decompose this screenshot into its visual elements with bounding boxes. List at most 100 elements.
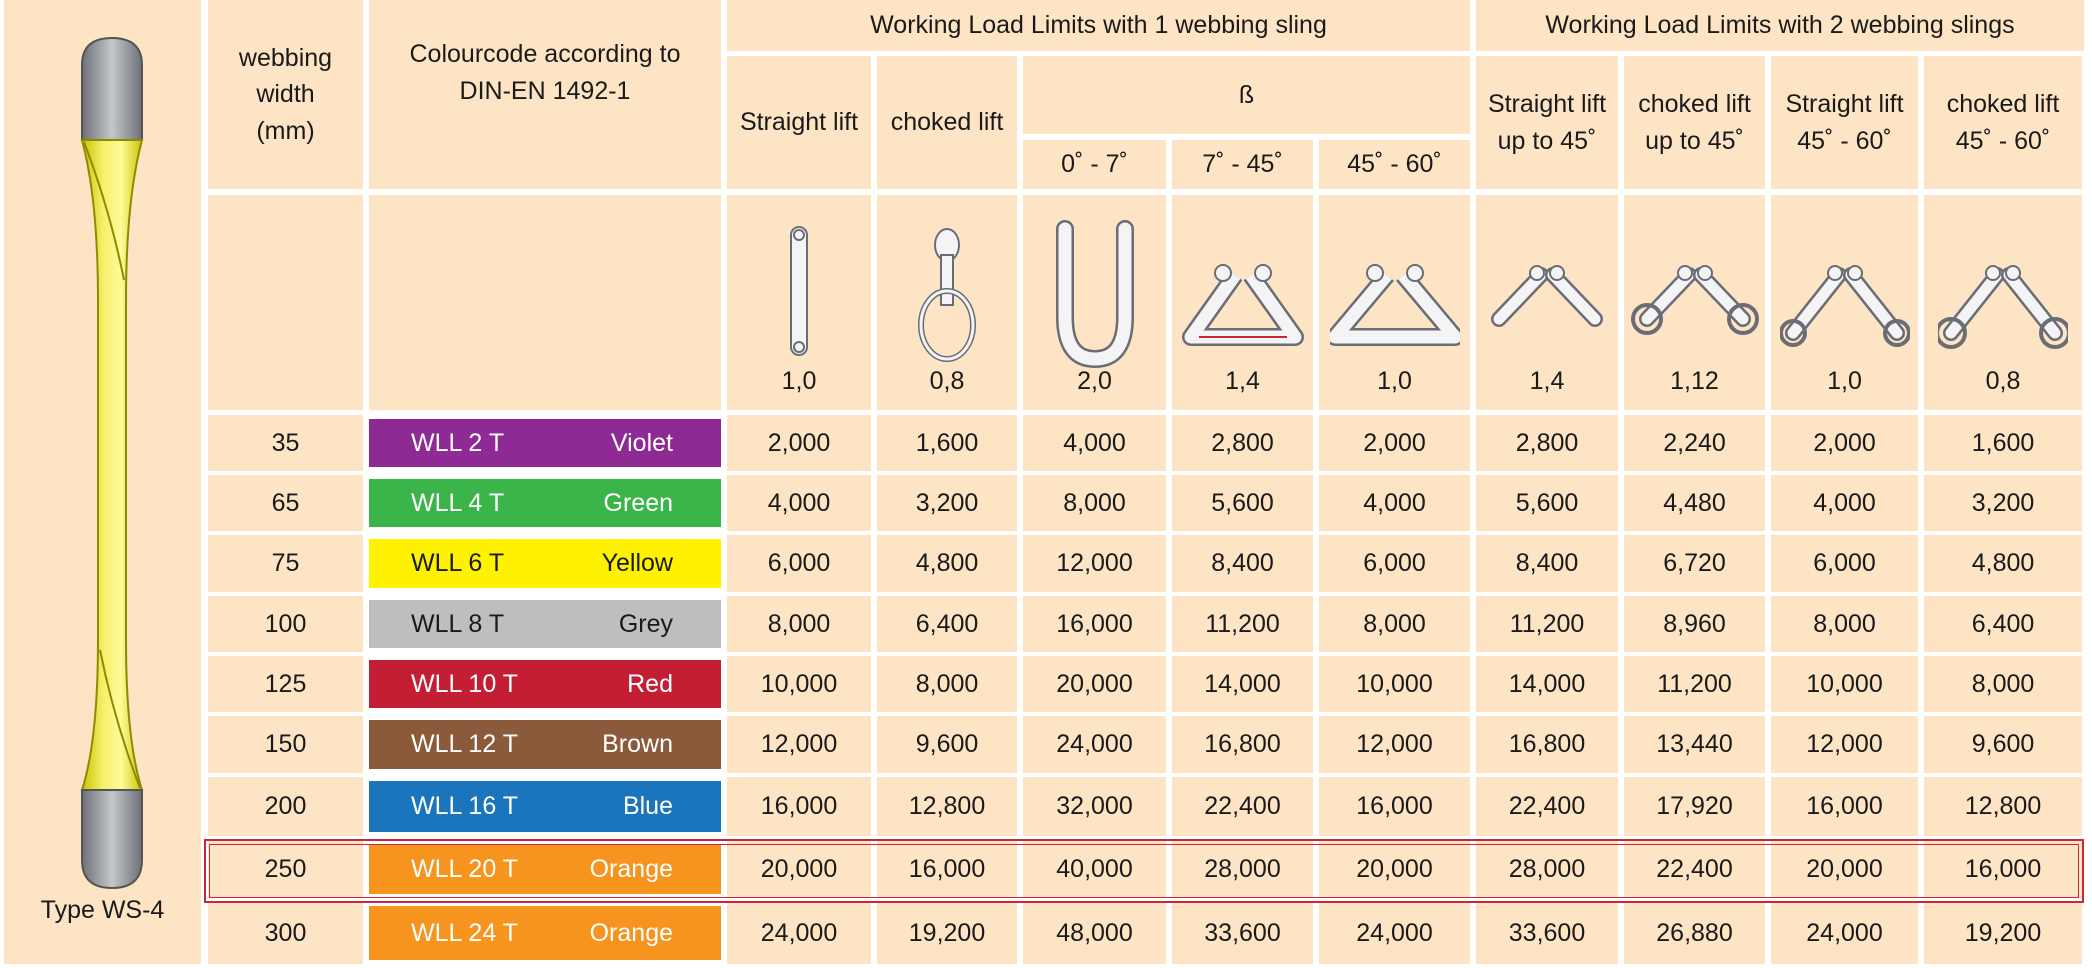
wll-value: 40,000 (1023, 840, 1166, 898)
load-factor: 1,12 (1670, 367, 1719, 395)
illustration-blank-colour (369, 195, 721, 410)
wll-value: 10,000 (727, 656, 871, 712)
colour-swatch: WLL 12 T Brown (369, 720, 721, 769)
straight-lift-diagram (790, 226, 808, 356)
wll-value: 5,600 (1476, 475, 1618, 531)
header-choked-lift-text: choked lift (890, 108, 1004, 137)
two-straight-45-60-diagram (1779, 265, 1910, 347)
two-choked-up-45-diagram (1630, 265, 1759, 335)
row-width: 35 (208, 415, 363, 471)
wll-value: 26,880 (1624, 902, 1765, 964)
colour-name: Orange (589, 918, 673, 947)
wll-value: 16,000 (1023, 596, 1166, 652)
wll-label: WLL 6 T (411, 549, 505, 577)
wll-value: 9,600 (1924, 716, 2082, 773)
colour-name: Green (603, 488, 673, 517)
wll-value: 16,000 (727, 777, 871, 836)
wll-value: 1,600 (877, 415, 1017, 471)
wll-value: 14,000 (1172, 656, 1313, 712)
wll-value: 12,800 (1924, 777, 2082, 836)
load-factor: 1,0 (1377, 367, 1412, 395)
header-choked-up-45-text: choked lift up to 45˚ (1638, 90, 1751, 155)
wll-value: 12,800 (877, 777, 1017, 836)
wll-value: 8,960 (1624, 596, 1765, 652)
header-angle-45-60: 45˚ - 60˚ (1319, 140, 1470, 189)
wll-value: 6,720 (1624, 535, 1765, 592)
header-straight-up-45-text: Straight lift up to 45˚ (1487, 90, 1607, 155)
wll-value: 19,200 (1924, 902, 2082, 964)
wll-value: 10,000 (1771, 656, 1918, 712)
load-factor: 1,0 (781, 367, 817, 395)
header-choked-lift: choked lift (877, 56, 1017, 189)
wll-value: 2,000 (727, 415, 871, 471)
wll-value: 2,000 (1771, 415, 1918, 471)
wll-value: 8,000 (1771, 596, 1918, 652)
row-width: 250 (208, 840, 363, 898)
header-one-sling: Working Load Limits with 1 webbing sling (727, 0, 1470, 51)
wll-label: WLL 8 T (411, 609, 505, 638)
wll-value: 8,000 (727, 596, 871, 652)
header-straight-45-60-text: Straight lift 45˚ - 60˚ (1785, 90, 1904, 155)
wll-value: 8,400 (1476, 535, 1618, 592)
basket-0-7-diagram (1055, 220, 1134, 369)
row-width: 300 (208, 902, 363, 964)
sling-image-panel: Type WS-4 (4, 0, 201, 964)
wll-value: 22,400 (1476, 777, 1618, 836)
colour-name: Orange (589, 854, 673, 883)
header-colourcode: Colourcode according to DIN-EN 1492-1 (369, 0, 721, 189)
wll-value: 4,480 (1624, 475, 1765, 531)
wll-value: 33,600 (1172, 902, 1313, 964)
wll-value: 6,000 (727, 535, 871, 592)
header-straight-lift-text: Straight lift (739, 108, 859, 137)
header-two-slings: Working Load Limits with 2 webbing sling… (1476, 0, 2084, 51)
colour-swatch: WLL 24 T Orange (369, 906, 721, 960)
row-width: 100 (208, 596, 363, 652)
row-width: 200 (208, 777, 363, 836)
illustration-cell-basket-45-60-diagram: 1,0 (1319, 195, 1470, 410)
wll-value: 6,400 (877, 596, 1017, 652)
wll-value: 4,000 (1771, 475, 1918, 531)
colour-name: Red (627, 669, 673, 698)
wll-value: 22,400 (1624, 840, 1765, 898)
wll-value: 16,800 (1172, 716, 1313, 773)
colour-swatch: WLL 4 T Green (369, 479, 721, 527)
header-straight-lift: Straight lift (727, 56, 871, 189)
wll-value: 12,000 (1319, 716, 1470, 773)
wll-label: WLL 16 T (411, 792, 518, 820)
header-angle-0-7: 0˚ - 7˚ (1023, 140, 1166, 189)
wll-value: 16,000 (877, 840, 1017, 898)
wll-value: 24,000 (1771, 902, 1918, 964)
header-colourcode-text: Colourcode according to DIN-EN 1492-1 (409, 40, 681, 105)
load-factor: 0,8 (929, 367, 965, 395)
colour-name: Violet (610, 428, 673, 457)
wll-label: WLL 24 T (411, 918, 518, 947)
two-choked-45-60-diagram (1938, 265, 2068, 349)
wll-value: 4,800 (1924, 535, 2082, 592)
basket-7-45-diagram (1181, 264, 1304, 346)
wll-value: 33,600 (1476, 902, 1618, 964)
illustration-cell-basket-7-45-diagram: 1,4 (1172, 195, 1313, 410)
wll-value: 2,240 (1624, 415, 1765, 471)
header-choked-45-60-text: choked lift 45˚ - 60˚ (1946, 90, 2060, 155)
wll-value: 20,000 (1319, 840, 1470, 898)
wll-value: 32,000 (1023, 777, 1166, 836)
header-straight-up-45: Straight lift up to 45˚ (1476, 56, 1618, 189)
header-webbing-width-text: webbing width (mm) (238, 44, 333, 145)
wll-value: 9,600 (877, 716, 1017, 773)
wll-value: 11,200 (1624, 656, 1765, 712)
wll-value: 20,000 (1771, 840, 1918, 898)
header-angle-7-45: 7˚ - 45˚ (1172, 140, 1313, 189)
colour-swatch: WLL 6 T Yellow (369, 539, 721, 588)
header-beta: ß (1023, 56, 1470, 134)
colour-name: Blue (622, 792, 673, 820)
wll-value: 8,400 (1172, 535, 1313, 592)
wll-value: 16,000 (1924, 840, 2082, 898)
row-width: 150 (208, 716, 363, 773)
wll-value: 8,000 (1319, 596, 1470, 652)
wll-value: 20,000 (727, 840, 871, 898)
header-choked-up-45: choked lift up to 45˚ (1624, 56, 1765, 189)
wll-value: 4,000 (1023, 415, 1166, 471)
wll-value: 6,000 (1771, 535, 1918, 592)
colour-name: Grey (618, 609, 673, 638)
colour-name: Brown (602, 730, 673, 758)
